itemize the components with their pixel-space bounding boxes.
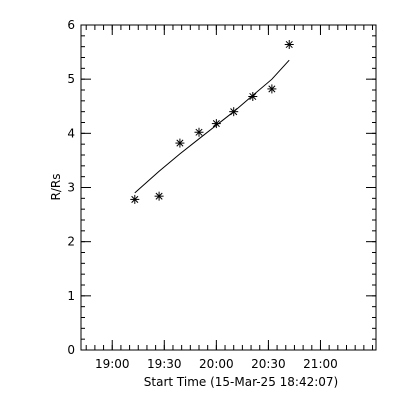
data-point	[154, 191, 164, 201]
scatter-points	[130, 40, 294, 204]
y-axis-label: R/Rs	[49, 174, 63, 201]
data-point	[194, 127, 204, 137]
fit-line	[134, 59, 290, 194]
x-tick-label: 21:00	[303, 357, 338, 371]
marker-stroke	[155, 192, 163, 200]
y-tick-label: 0	[67, 343, 75, 357]
marker-stroke	[195, 128, 203, 136]
y-tick-label: 2	[67, 235, 75, 249]
axes: 0 1 2 3 4 5 6 19:00 19:30 20:00 20:30 21:00	[67, 18, 377, 371]
y-tick-label: 5	[67, 72, 75, 86]
data-point	[284, 40, 294, 49]
data-point	[248, 92, 258, 101]
data-point	[130, 194, 140, 204]
marker-stroke	[212, 120, 220, 128]
x-tick-label: 19:00	[95, 357, 130, 371]
x-tick-label: 19:30	[147, 357, 182, 371]
data-point	[211, 119, 221, 129]
plot-frame	[80, 24, 377, 351]
x-axis-label: Start Time (15-Mar-25 18:42:07)	[144, 375, 338, 389]
data-point	[175, 138, 185, 148]
marker-stroke	[249, 92, 257, 101]
marker-stroke	[230, 108, 238, 116]
marker-stroke	[285, 40, 293, 49]
x-tick-label: 20:30	[251, 357, 286, 371]
fit-line-group	[134, 59, 290, 194]
y-tick-label: 4	[67, 126, 75, 140]
marker-stroke	[176, 139, 184, 147]
data-point	[267, 84, 277, 94]
marker-stroke	[131, 195, 139, 203]
x-tick-label: 20:00	[199, 357, 234, 371]
marker-stroke	[268, 85, 276, 93]
y-tick-label: 3	[67, 181, 75, 195]
y-tick-label: 1	[67, 289, 75, 303]
data-point	[229, 107, 239, 117]
y-tick-label: 6	[67, 18, 75, 32]
